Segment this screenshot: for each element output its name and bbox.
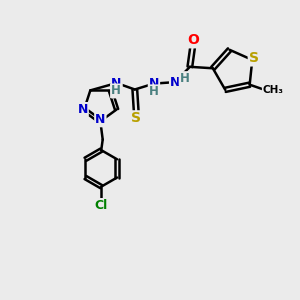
- Text: H: H: [149, 85, 159, 98]
- Text: H: H: [111, 85, 121, 98]
- Text: Cl: Cl: [94, 199, 108, 212]
- Text: S: S: [249, 51, 259, 65]
- Text: S: S: [131, 111, 141, 125]
- Text: CH₃: CH₃: [263, 85, 284, 95]
- Text: N: N: [170, 76, 180, 88]
- Text: N: N: [149, 77, 159, 90]
- Text: N: N: [77, 103, 88, 116]
- Text: N: N: [111, 76, 122, 89]
- Text: H: H: [180, 72, 190, 85]
- Text: O: O: [187, 33, 199, 47]
- Text: N: N: [95, 113, 106, 126]
